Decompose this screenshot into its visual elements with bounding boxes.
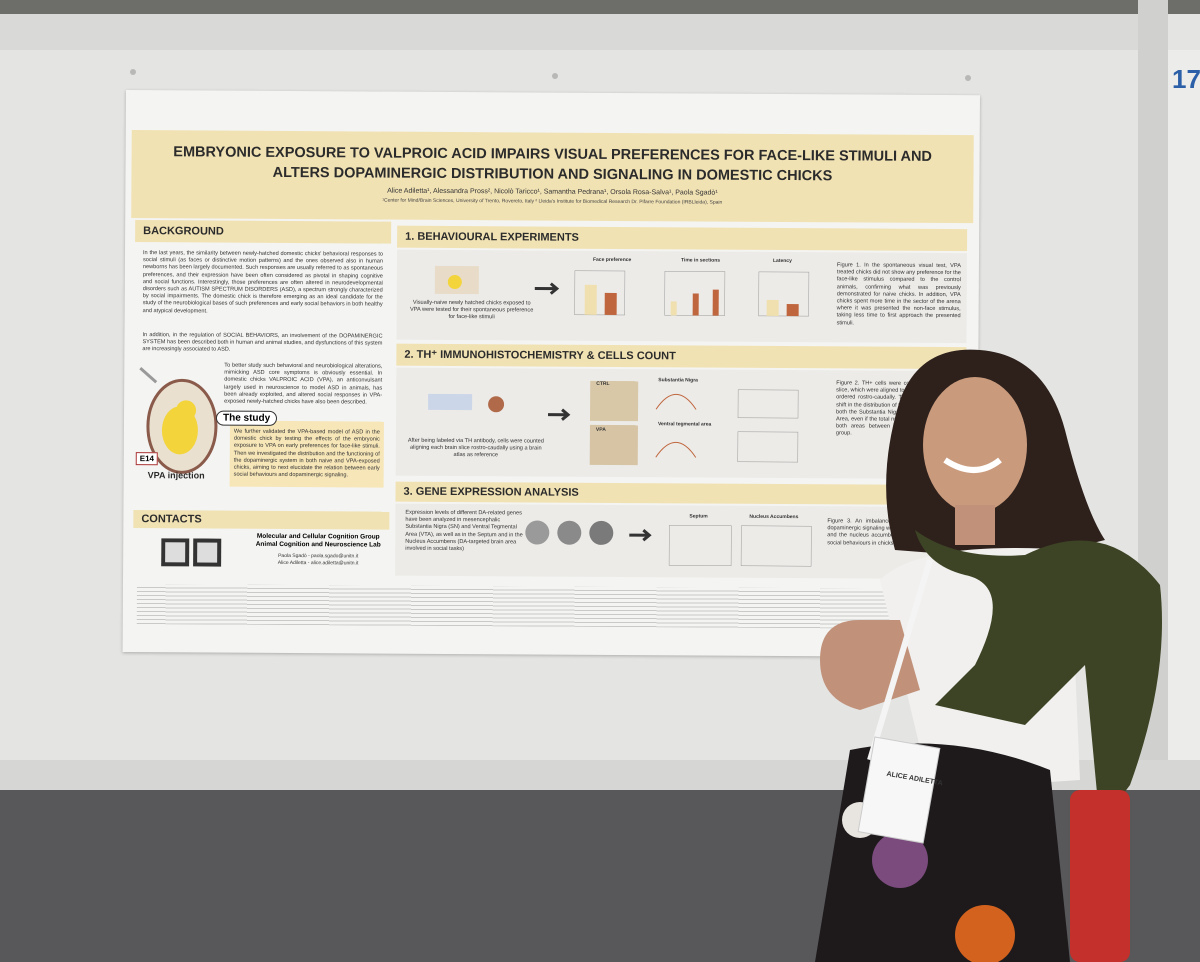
booth-number: 17 (1172, 64, 1200, 94)
chick-icon (447, 275, 462, 290)
ceiling (0, 0, 1200, 14)
plot-frame (664, 271, 726, 316)
plot-frame (758, 271, 810, 317)
egg-illustration (139, 366, 218, 474)
pin (130, 69, 136, 75)
pin (552, 73, 558, 79)
figure-2-art (428, 380, 799, 466)
flower (955, 905, 1015, 962)
lanyard (867, 559, 933, 761)
plot-bar (692, 293, 699, 316)
plot-bar (584, 284, 597, 315)
badge (857, 736, 941, 844)
smile (943, 457, 1002, 473)
arrow (629, 529, 652, 542)
brain-slice (488, 396, 505, 413)
flower (872, 832, 928, 888)
plot-bar (712, 289, 719, 316)
arrow (548, 408, 571, 421)
brain-section (589, 520, 614, 545)
sweater (915, 530, 1162, 825)
qr-code-inner (165, 542, 186, 563)
figure-3-art (525, 520, 812, 567)
plot-frame (668, 525, 732, 566)
micrograph (589, 380, 639, 422)
next-panel (1168, 50, 1200, 790)
plot-frame (574, 270, 626, 316)
slides (428, 393, 473, 411)
arrow (534, 282, 560, 295)
brain-section (525, 520, 550, 545)
chick-head (176, 400, 197, 421)
skirt (815, 743, 1070, 962)
plot-bar (766, 299, 779, 316)
plot-frame (740, 525, 812, 567)
face (923, 377, 1027, 513)
arms (820, 620, 920, 710)
plot-frame (737, 431, 799, 463)
micrograph (589, 424, 638, 466)
qr-code-inner (197, 542, 218, 563)
bottle (1070, 790, 1130, 962)
qr-codes (161, 538, 222, 567)
brain-section (557, 520, 582, 545)
poster: EMBRYONIC EXPOSURE TO VALPROIC ACID IMPA… (122, 90, 980, 658)
plot-curve (655, 441, 697, 458)
plot-bar (670, 301, 677, 316)
plot-frame (737, 389, 799, 419)
pin (965, 75, 971, 81)
syringe (139, 366, 158, 384)
plot-curve (655, 393, 697, 410)
neck (955, 505, 995, 545)
plot-bar (604, 292, 617, 316)
figure-1-art (434, 265, 810, 317)
top-rail (0, 14, 1140, 50)
plot-bar (786, 304, 799, 317)
